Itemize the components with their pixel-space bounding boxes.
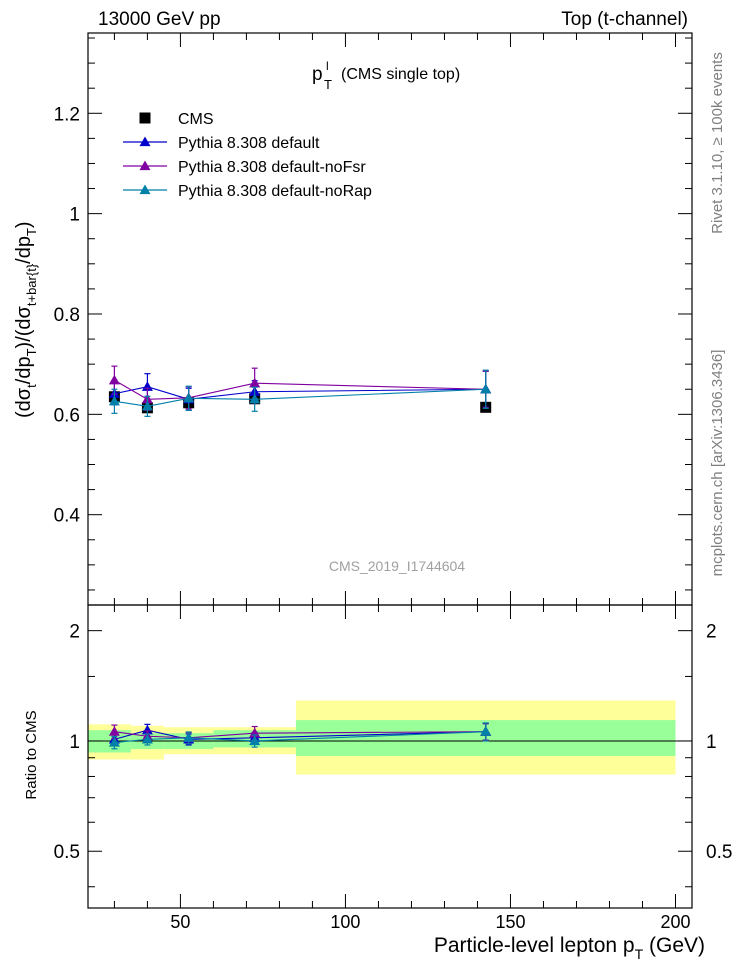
plot-title-sub: T bbox=[324, 77, 332, 92]
legend-marker-series bbox=[139, 136, 151, 147]
ratio-frame bbox=[87, 604, 693, 909]
main-y-axis-label: (dσt/dpT)/(dσt+bar{t}/dpT) bbox=[13, 221, 39, 418]
ratio-series-point bbox=[183, 732, 195, 742]
x-tick-label: 100 bbox=[330, 912, 360, 932]
legend-marker-series bbox=[139, 184, 151, 195]
header-process-label: Top (t-channel) bbox=[561, 9, 688, 30]
svg-text:T: T bbox=[324, 77, 332, 92]
legend-label-series: Pythia 8.308 default-noFsr bbox=[178, 159, 366, 176]
x-tick-label: 150 bbox=[495, 912, 525, 932]
plot-title-main: p bbox=[312, 64, 323, 85]
ratio-y-tick-label-right: 1 bbox=[706, 732, 717, 753]
plot-title: p l T (CMS single top) bbox=[312, 59, 460, 92]
ratio-y-tick-label-right: 0.5 bbox=[706, 842, 732, 863]
ratio-y-tick-label: 1 bbox=[69, 732, 80, 753]
main-series-point bbox=[249, 377, 261, 388]
plot-title-suffix: (CMS single top) bbox=[341, 66, 460, 83]
x-tick-label: 50 bbox=[170, 912, 190, 932]
main-series-point bbox=[141, 400, 153, 411]
header-energy-label: 13000 GeV pp bbox=[98, 9, 221, 30]
svg-text:p: p bbox=[312, 64, 323, 85]
ratio-series-point bbox=[108, 737, 120, 747]
ratio-y-tick-label-right: 2 bbox=[706, 622, 717, 643]
svg-text:(CMS single top): (CMS single top) bbox=[341, 66, 460, 83]
ratio-series-point bbox=[480, 726, 492, 736]
legend: CMS Pythia 8.308 default Pythia 8.308 defa… bbox=[123, 111, 372, 200]
ratio-series-point bbox=[141, 724, 153, 735]
main-y-tick-label: 1.2 bbox=[54, 104, 80, 125]
legend-marker-series bbox=[139, 160, 151, 171]
legend-label-series: Pythia 8.308 default bbox=[178, 135, 320, 152]
ratio-panel: 50 100 150 200 0.5 0.5 1 1 2 2 bbox=[54, 604, 732, 932]
x-tick-label: 200 bbox=[660, 912, 690, 932]
ratio-series-point bbox=[249, 735, 261, 746]
svg-text:(dσt/dpT)/(dσt+bar{t}/dpT): (dσt/dpT)/(dσt+bar{t}/dpT) bbox=[13, 221, 39, 418]
mcplots-label: mcplots.cern.ch [arXiv:1306.3436] bbox=[709, 350, 726, 577]
plot-title-sup: l bbox=[326, 59, 329, 73]
main-series-point bbox=[183, 392, 195, 403]
main-series-point bbox=[108, 395, 120, 406]
rivet-label: Rivet 3.1.10, ≥ 100k events bbox=[709, 52, 726, 234]
main-y-tick-label: 0.4 bbox=[54, 506, 81, 527]
svg-text:l: l bbox=[326, 59, 329, 73]
main-series-point bbox=[249, 393, 261, 404]
ratio-series-point bbox=[108, 726, 120, 736]
ratio-y-tick-label: 0.5 bbox=[54, 842, 80, 863]
ratio-series-point bbox=[141, 733, 153, 744]
ratio-y-axis-label: Ratio to CMS bbox=[23, 710, 40, 799]
legend-marker-data bbox=[139, 112, 151, 124]
legend-label-series: Pythia 8.308 default-noRap bbox=[178, 183, 372, 200]
main-y-tick-label: 0.6 bbox=[54, 405, 80, 426]
main-y-tick-label: 0.8 bbox=[54, 305, 80, 326]
main-series-point bbox=[480, 383, 492, 394]
legend-label-data: CMS bbox=[178, 111, 214, 128]
x-axis-label: Particle-level lepton pT (GeV) bbox=[434, 934, 705, 962]
ratio-y-tick-label: 2 bbox=[69, 622, 80, 643]
main-y-tick-label: 1 bbox=[69, 205, 80, 226]
main-series-point bbox=[108, 374, 120, 385]
analysis-watermark: CMS_2019_I1744604 bbox=[329, 558, 465, 574]
